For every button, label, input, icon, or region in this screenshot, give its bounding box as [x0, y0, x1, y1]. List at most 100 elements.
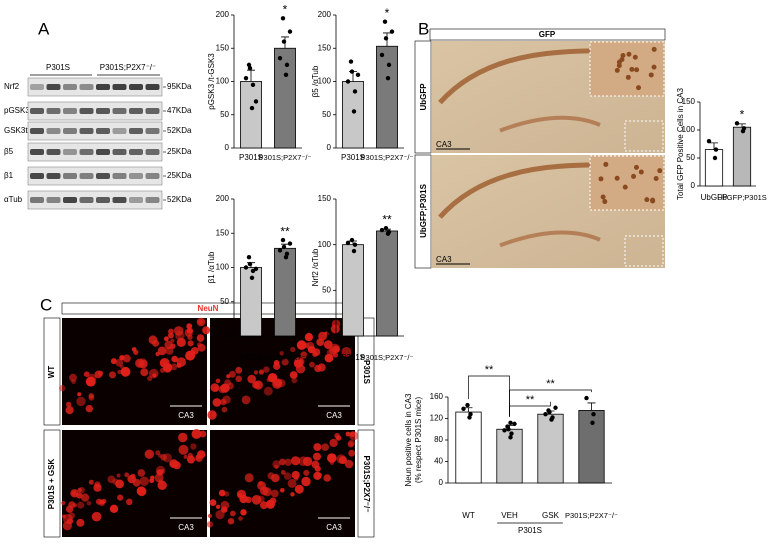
x-tick-label: VEH [501, 511, 518, 520]
neuron [136, 486, 147, 496]
significance: * [385, 6, 390, 20]
blot-band [112, 84, 127, 90]
inset-cell [625, 74, 631, 80]
neuron [220, 500, 230, 510]
neuron [227, 518, 235, 525]
inset-cell [651, 64, 657, 70]
group-label: P301S [518, 526, 542, 535]
neuron [69, 373, 77, 382]
neuron [115, 359, 124, 367]
neuron [206, 521, 214, 528]
neuron [187, 340, 194, 347]
neuron [312, 348, 321, 357]
y-axis-label: Nrf2 /αTub [311, 248, 320, 286]
neuron [241, 395, 251, 405]
neuron [135, 358, 145, 368]
neuron [173, 326, 184, 336]
data-point [253, 99, 259, 104]
neuron [313, 452, 321, 461]
data-point [345, 79, 351, 84]
inset-cell [629, 66, 635, 72]
neuron [215, 504, 221, 509]
blot-band [63, 173, 77, 179]
label-box [43, 429, 61, 538]
data-point [351, 109, 357, 114]
neuron [116, 473, 121, 478]
neuron [235, 375, 242, 383]
neuron [189, 350, 196, 356]
blot-band [63, 128, 77, 134]
data-point [543, 412, 548, 417]
row-label: WT [47, 366, 56, 379]
blot-row-label: pGSK3 [4, 106, 30, 115]
neuron [302, 456, 313, 467]
blot-band [46, 128, 61, 134]
neuron [298, 358, 305, 365]
label-box [43, 317, 61, 426]
neuron [187, 455, 195, 464]
inset-cell [631, 173, 637, 179]
inset [589, 155, 665, 211]
data-point [355, 72, 361, 78]
blot-band [30, 108, 44, 114]
x-tick-label: P301S;P2X7⁻/⁻ [259, 353, 312, 362]
neuron [68, 501, 76, 508]
x-tick-label: P301S;P2X7⁻/⁻ [259, 153, 312, 162]
blot-strip [27, 121, 163, 141]
neuron [251, 495, 262, 505]
y-axis-label: Neun positive cells in CA3 [404, 393, 413, 486]
neuron [61, 500, 66, 506]
neuron [230, 510, 236, 517]
x-tick-label: UbGFP [701, 193, 728, 202]
neuron [269, 497, 277, 505]
scale-label: CA3 [436, 255, 452, 264]
blot-band [96, 149, 110, 155]
blot-band [46, 84, 61, 90]
neuron [266, 377, 271, 382]
neuron [313, 443, 322, 452]
neuron [303, 469, 310, 476]
neuron [347, 441, 354, 448]
blot-band [145, 149, 160, 155]
blot-band [112, 149, 127, 155]
neuron [218, 489, 226, 497]
neuron [279, 458, 286, 466]
neuron [257, 481, 266, 490]
neuron [335, 435, 342, 441]
blot-band [79, 108, 94, 114]
neuron [221, 406, 228, 413]
scale-label: CA3 [326, 411, 342, 420]
inset-cell [644, 197, 650, 203]
neuron [321, 443, 330, 452]
bar [704, 149, 724, 187]
neuron [323, 474, 332, 482]
blot-row-label: β5 [4, 147, 14, 156]
neuron [157, 480, 167, 490]
data-point [281, 39, 287, 44]
neuron [94, 481, 101, 488]
blot-band [129, 173, 143, 179]
inset-cell [633, 164, 639, 170]
data-point [345, 240, 351, 246]
bar [732, 126, 752, 187]
neuron [245, 496, 252, 504]
bar [455, 411, 482, 484]
neuron [301, 476, 311, 487]
y-tick-label: 100 [216, 77, 230, 86]
x-tick-label: P301S;P2X7⁻/⁻ [565, 511, 618, 520]
neuron [270, 489, 279, 498]
neuron [133, 349, 139, 355]
header: NeuN [198, 304, 219, 313]
neuron [215, 378, 221, 384]
inset-cell [616, 63, 622, 69]
neuron [77, 392, 82, 397]
neuron [94, 370, 103, 379]
data-point [249, 275, 255, 280]
data-point [250, 82, 256, 88]
cell-layer [499, 230, 601, 248]
neuron [196, 342, 202, 348]
neuron [240, 509, 247, 516]
row-label-box [414, 154, 432, 269]
neuron [291, 377, 298, 384]
